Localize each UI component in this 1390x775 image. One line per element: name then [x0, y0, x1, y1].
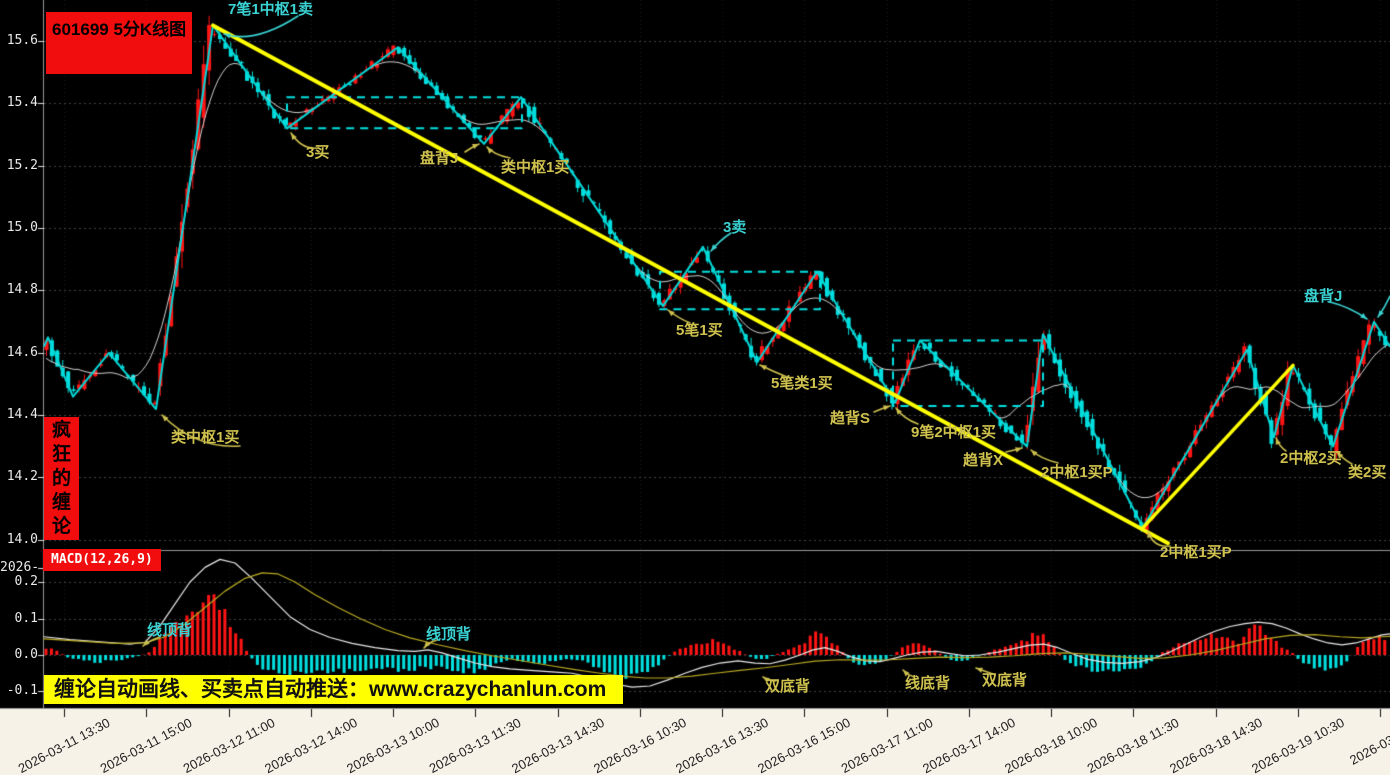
chart-annotation: 3买: [306, 144, 330, 161]
chart-annotation: 3卖: [723, 219, 747, 236]
chart-annotation: 双底背: [982, 672, 1028, 689]
price-tick-label: 15.0: [6, 220, 38, 235]
promo-banner[interactable]: 缠论自动画线、买卖点自动推送：www.crazychanlun.com: [44, 675, 623, 704]
chart-annotation: 9笔2中枢1买: [911, 424, 997, 441]
price-tick-label: 14.4: [6, 407, 38, 422]
chart-annotation: 趋背X: [963, 452, 1004, 469]
chart-annotation: 5笔类1买: [771, 375, 833, 392]
macd-tick-label: 0.0: [14, 647, 38, 662]
macd-tick-label: 0.2: [14, 574, 38, 589]
macd-tick-label: -0.1: [6, 683, 38, 698]
chart-annotation: 2中枢2买: [1280, 450, 1342, 467]
chart-annotation: 线顶背: [426, 626, 472, 643]
chart-annotation: 2中枢1买P: [1160, 544, 1232, 561]
macd-indicator-label: MACD(12,26,9): [43, 549, 161, 571]
price-tick-label: 14.8: [6, 282, 38, 297]
chart-annotation: 双底背: [765, 678, 811, 695]
chart-annotation: 2中枢1买P: [1041, 464, 1113, 481]
chart-annotation: 类中枢1买: [171, 429, 240, 446]
price-tick-label: 14.2: [6, 469, 38, 484]
chart-annotation: 线顶背: [147, 622, 193, 639]
price-tick-label: 14.0: [6, 532, 38, 547]
chart-annotation: 7笔1中枢1卖: [228, 1, 314, 18]
price-tick-label: 15.6: [6, 33, 38, 48]
chart-annotation: 类2买: [1348, 464, 1387, 481]
chart-annotation: 线底背: [905, 675, 951, 692]
macd-tick-label: 2026-: [0, 560, 40, 575]
symbol-title: 601699 5分K线图: [52, 20, 187, 39]
watermark-text: 疯狂的缠论: [51, 420, 71, 537]
chart-annotation: 类中枢1买: [501, 159, 570, 176]
chart-annotation: 盘背J: [1304, 288, 1343, 305]
price-tick-label: 14.6: [6, 345, 38, 360]
chart-annotation: 盘背J: [420, 150, 459, 167]
chart-annotation: 5笔1买: [676, 322, 723, 339]
chart-annotation: 趋背S: [830, 410, 871, 427]
macd-tick-label: 0.1: [14, 611, 38, 626]
price-tick-label: 15.2: [6, 158, 38, 173]
symbol-title-box: 601699 5分K线图: [46, 12, 192, 74]
price-tick-label: 15.4: [6, 95, 38, 110]
watermark-box: 疯狂的缠论: [44, 417, 79, 540]
